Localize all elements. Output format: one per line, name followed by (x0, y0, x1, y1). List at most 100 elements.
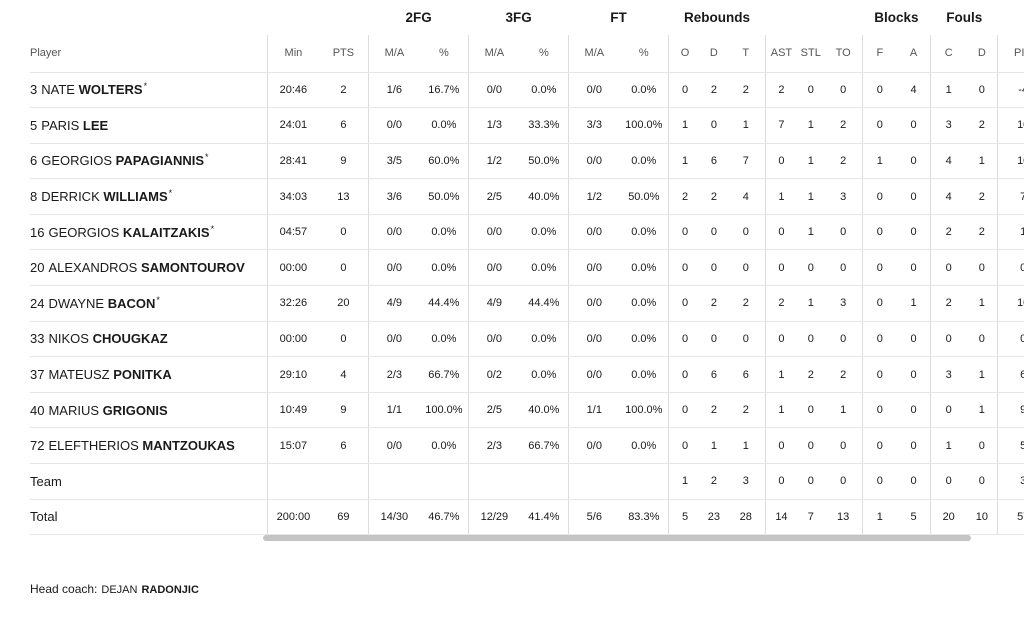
stat-ftp: 0.0% (619, 285, 670, 322)
column-header-ft[interactable]: M/A (568, 35, 620, 73)
stat-ba: 0 (896, 427, 932, 465)
column-header-fg3p[interactable]: % (519, 35, 570, 73)
column-header-d[interactable]: D (701, 35, 727, 73)
stat-o: 0 (668, 356, 702, 393)
stat-stl: 1 (797, 178, 825, 215)
stat-fg3: 2/5 (468, 178, 520, 215)
stat-o: 0 (668, 321, 702, 358)
stat-pts: 9 (318, 143, 370, 180)
stat-ast: 0 (765, 214, 797, 251)
stat-ast: 1 (765, 178, 797, 215)
player-last-name: KALAITZAKIS (122, 224, 210, 240)
stat-fg3p: 33.3% (519, 107, 570, 144)
player-last-name: WOLTERS (78, 82, 143, 98)
column-header-bf[interactable]: F (862, 35, 897, 73)
column-header-fd[interactable]: D (966, 35, 999, 73)
stat-fg2p: 60.0% (419, 143, 470, 180)
column-header-min[interactable]: Min (267, 35, 319, 73)
stat-fc: 4 (930, 178, 967, 215)
stat-fc: 0 (930, 321, 967, 358)
column-header-ast[interactable]: AST (765, 35, 797, 73)
stat-fd: 1 (966, 143, 999, 180)
player-name-cell[interactable]: 40 MARIUS GRIGONIS (30, 392, 269, 429)
column-header-to[interactable]: TO (824, 35, 863, 73)
stat-o: 0 (668, 214, 702, 251)
stat-min: 04:57 (267, 214, 319, 251)
stat-fg3p: 40.0% (519, 178, 570, 215)
stat-pir: 10 (997, 285, 1024, 322)
player-name-cell[interactable]: 37 MATEUSZ PONITKA (30, 356, 269, 393)
player-name-cell[interactable]: 3 NATE WOLTERS* (30, 72, 269, 109)
stat-min: 24:01 (267, 107, 319, 144)
stat-fg2: 0/0 (368, 107, 420, 144)
stat-bf: 0 (862, 72, 897, 109)
head-coach-label: Head coach: (30, 582, 98, 596)
column-header-fg2p[interactable]: % (419, 35, 470, 73)
column-header-stl[interactable]: STL (797, 35, 825, 73)
column-header-fc[interactable]: C (930, 35, 967, 73)
stat-ast: 0 (765, 143, 797, 180)
stat-fg3p (519, 463, 570, 500)
starter-marker: * (156, 294, 160, 305)
column-header-pts[interactable]: PTS (318, 35, 370, 73)
stat-fg3p: 50.0% (519, 143, 570, 180)
starter-marker: * (210, 223, 215, 234)
player-row: 72 ELEFTHERIOS MANTZOUKAS 15:07 6 0/0 0.0% 2/3… (30, 427, 1024, 465)
stat-t: 2 (726, 72, 766, 109)
column-header-t[interactable]: T (726, 35, 766, 73)
stat-min: 200:00 (267, 499, 319, 536)
stat-fg2p: 0.0% (419, 107, 470, 144)
stat-fg3p: 66.7% (519, 427, 570, 465)
stat-ftp: 50.0% (619, 178, 670, 215)
stat-ast: 0 (765, 427, 797, 465)
player-last-name: MANTZOUKAS (142, 438, 235, 454)
stat-min: 28:41 (267, 143, 319, 180)
stat-bf: 0 (862, 249, 897, 287)
stat-ftp: 100.0% (619, 392, 670, 429)
column-header-fg2[interactable]: M/A (368, 35, 420, 73)
stat-fc: 2 (930, 214, 967, 251)
stat-ft: 3/3 (568, 107, 620, 144)
stat-fg3p: 0.0% (519, 249, 570, 287)
column-header-player: Player (30, 35, 269, 73)
stat-min (267, 463, 319, 500)
player-number: 37 (30, 367, 45, 383)
stat-d: 0 (701, 249, 727, 287)
player-name-cell[interactable]: 8 DERRICK WILLIAMS* (30, 178, 269, 215)
player-name-cell[interactable]: 72 ELEFTHERIOS MANTZOUKAS (30, 427, 269, 465)
horizontal-scrollbar[interactable] (263, 535, 971, 541)
column-header-fg3[interactable]: M/A (468, 35, 520, 73)
stat-o: 0 (668, 285, 702, 322)
column-header-ftp[interactable]: % (619, 35, 670, 73)
column-header-pir[interactable]: PIR (997, 35, 1024, 73)
stat-ftp: 0.0% (619, 143, 670, 180)
player-name-cell[interactable]: 6 GEORGIOS PAPAGIANNIS* (30, 143, 269, 180)
stat-stl: 1 (797, 143, 825, 180)
stat-fg2p: 0.0% (419, 249, 470, 287)
stat-d: 23 (701, 499, 727, 536)
team-row: Team 1 2 3 0 0 0 0 0 0 0 3 (30, 463, 1024, 500)
player-name-cell[interactable]: 16 GEORGIOS KALAITZAKIS* (30, 214, 269, 251)
stat-bf: 0 (862, 178, 897, 215)
stat-fg2: 0/0 (368, 249, 420, 287)
player-first-name: MATEUSZ (48, 367, 110, 383)
stat-d: 2 (701, 285, 727, 322)
stat-stl: 0 (797, 463, 825, 500)
player-name-cell[interactable]: 33 NIKOS CHOUGKAZ (30, 321, 269, 358)
stat-fg3 (468, 463, 520, 500)
player-name-cell[interactable]: 20 ALEXANDROS SAMONTOUROV (30, 249, 269, 287)
stat-pts: 6 (318, 427, 370, 465)
stat-t: 0 (726, 249, 766, 287)
box-score-body: 3 NATE WOLTERS* 20:46 2 1/6 16.7% 0/0 0.0% 0/0 0.… (30, 72, 1024, 536)
stat-o: 1 (668, 107, 702, 144)
player-row: 5 PARIS LEE 24:01 6 0/0 0.0% 1/3 33.3% 3/3 100.0%… (30, 107, 1024, 144)
player-name-cell[interactable]: 24 DWAYNE BACON* (30, 285, 269, 322)
player-row: 6 GEORGIOS PAPAGIANNIS* 28:41 9 3/5 60.0% 1/2 5… (30, 143, 1024, 180)
column-header-o[interactable]: O (668, 35, 702, 73)
column-header-ba[interactable]: A (896, 35, 932, 73)
stat-pir: 0 (997, 321, 1024, 358)
stat-fg3p: 44.4% (519, 285, 570, 322)
stat-t: 6 (726, 356, 766, 393)
stat-pir: 3 (997, 463, 1024, 500)
player-name-cell[interactable]: 5 PARIS LEE (30, 107, 269, 144)
